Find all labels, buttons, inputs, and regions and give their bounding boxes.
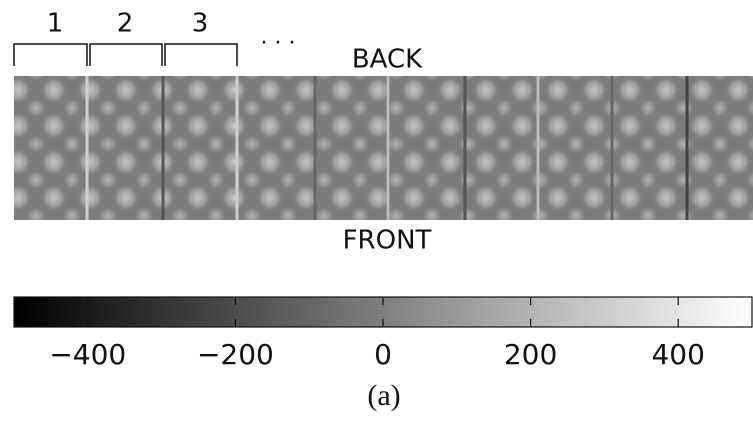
tick-label: −200 (197, 338, 274, 371)
bottom-label: FRONT (343, 226, 432, 256)
segment-label: 3 (192, 9, 209, 39)
top-label: BACK (352, 45, 423, 75)
tick-label: 400 (651, 338, 704, 371)
micrograph (14, 76, 753, 220)
tick-label: −400 (49, 338, 126, 371)
segment-label: 1 (47, 9, 64, 39)
tick-label: 200 (504, 338, 557, 371)
segment-label: 2 (117, 9, 134, 39)
caption: (a) (367, 379, 400, 412)
brackets (13, 43, 238, 66)
tick-label: 0 (374, 338, 392, 371)
ellipsis: · · · (261, 31, 296, 56)
